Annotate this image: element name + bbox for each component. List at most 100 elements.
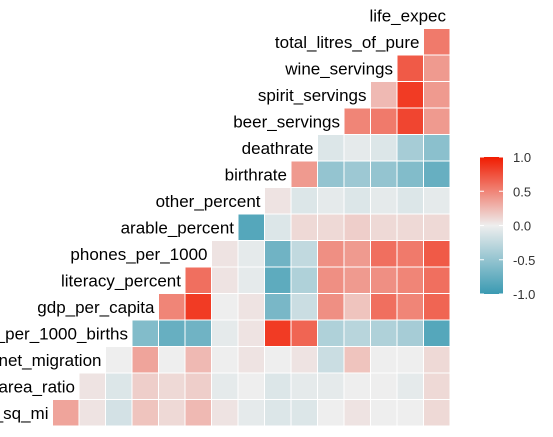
heatmap-cell-net_migration-infant_mortality_per_1000_births [105,346,133,374]
variable-label-other_percent: other_percent [156,192,261,211]
heatmap-cell-other_percent-beer_servings [317,187,345,215]
heatmap-cell-coastline_coast_area_ratio-net_migration [78,372,106,400]
heatmap-cell-phones_per_1000-life_expectancy [423,240,451,268]
variable-label-life_expectancy: life_expec [369,6,446,25]
heatmap-cell-net_migration-gdp_per_capita [131,346,159,374]
legend-tick-label: -0.5 [513,253,535,268]
heatmap-cell-pop_density_per_sq_mi-spirit_servings [343,399,371,427]
variable-label-birthrate: birthrate [225,165,287,184]
color-legend: 1.0 0.5 0.0 -0.5 -1.0 [480,150,535,302]
heatmap-cell-coastline_coast_area_ratio-other_percent [237,372,265,400]
heatmap-cell-beer_servings-life_expectancy [423,107,451,135]
heatmap-cell-arable_percent-total_litres_of_pure_alcohol [396,213,424,241]
heatmap-cell-pop_density_per_sq_mi-deathrate [290,399,318,427]
heatmap-cell-literacy_percent-total_litres_of_pure_alcohol [396,266,424,294]
legend-tick-label: 0.5 [513,184,531,199]
heatmap-cell-pop_density_per_sq_mi-phones_per_1000 [184,399,212,427]
heatmap-cell-other_percent-spirit_servings [343,187,371,215]
heatmap-cell-spirit_servings-total_litres_of_pure_alcohol [396,81,424,109]
heatmap-cell-coastline_coast_area_ratio-life_expectancy [423,372,451,400]
variable-label-net_migration: net_migration [0,351,102,370]
heatmap-cell-coastline_coast_area_ratio-phones_per_1000 [184,372,212,400]
heatmap-cell-infant_mortality_per_1000_births-phones_per_1000 [184,319,212,347]
heatmap-cell-pop_density_per_sq_mi-beer_servings [317,399,345,427]
heatmap-cell-net_migration-other_percent [237,346,265,374]
variable-label-wine_servings: wine_servings [284,59,393,78]
heatmap-cell-deathrate-wine_servings [370,134,398,162]
heatmap-cell-birthrate-total_litres_of_pure_alcohol [396,160,424,188]
legend-ticks: 1.0 0.5 0.0 -0.5 -1.0 [480,150,535,302]
heatmap-cell-beer_servings-spirit_servings [343,107,371,135]
heatmap-cell-coastline_coast_area_ratio-infant_mortality_per_1000_births [105,372,133,400]
heatmap-cell-gdp_per_capita-arable_percent [211,293,239,321]
heatmap-cell-deathrate-spirit_servings [343,134,371,162]
heatmap-cell-spirit_servings-wine_servings [370,81,398,109]
heatmap-cell-infant_mortality_per_1000_births-total_litres_of_pure_alcohol [396,319,424,347]
heatmap-cell-literacy_percent-beer_servings [317,266,345,294]
heatmap-cell-net_migration-birthrate [264,346,292,374]
heatmap-cell-arable_percent-birthrate [264,213,292,241]
heatmap-cell-coastline_coast_area_ratio-beer_servings [317,372,345,400]
legend-tick-label: 0.0 [513,219,531,234]
heatmap-cell-pop_density_per_sq_mi-arable_percent [211,399,239,427]
heatmap-cell-birthrate-life_expectancy [423,160,451,188]
heatmap-cell-gdp_per_capita-other_percent [237,293,265,321]
heatmap-cell-gdp_per_capita-literacy_percent [158,293,186,321]
heatmap-cell-phones_per_1000-other_percent [237,240,265,268]
heatmap-cell-literacy_percent-arable_percent [211,266,239,294]
heatmap-cell-pop_density_per_sq_mi-total_litres_of_pure_alcohol [396,399,424,427]
heatmap-cell-spirit_servings-life_expectancy [423,81,451,109]
heatmap-cell-gdp_per_capita-deathrate [290,293,318,321]
variable-label-deathrate: deathrate [242,139,314,158]
heatmap-cell-pop_density_per_sq_mi-infant_mortality_per_1000_births [105,399,133,427]
heatmap-cell-infant_mortality_per_1000_births-deathrate [290,319,318,347]
heatmap-cell-gdp_per_capita-wine_servings [370,293,398,321]
heatmap-cell-infant_mortality_per_1000_births-birthrate [264,319,292,347]
variable-label-beer_servings: beer_servings [233,112,340,131]
heatmap-cell-literacy_percent-other_percent [237,266,265,294]
heatmap-cell-deathrate-life_expectancy [423,134,451,162]
heatmap-cell-phones_per_1000-total_litres_of_pure_alcohol [396,240,424,268]
heatmap-cell-phones_per_1000-arable_percent [211,240,239,268]
heatmap-cell-gdp_per_capita-beer_servings [317,293,345,321]
heatmap-cell-gdp_per_capita-total_litres_of_pure_alcohol [396,293,424,321]
variable-label-infant_mortality_per_1000_births: it_mortality_per_1000_births [0,324,128,343]
variable-label-gdp_per_capita: gdp_per_capita [37,298,155,317]
variable-label-total_litres_of_pure_alcohol: total_litres_of_pure [275,33,420,52]
heatmap-cell-literacy_percent-birthrate [264,266,292,294]
heatmap-cell-infant_mortality_per_1000_births-gdp_per_capita [131,319,159,347]
heatmap-cell-gdp_per_capita-life_expectancy [423,293,451,321]
heatmap-cell-coastline_coast_area_ratio-total_litres_of_pure_alcohol [396,372,424,400]
heatmap-cell-gdp_per_capita-birthrate [264,293,292,321]
heatmap-cell-phones_per_1000-birthrate [264,240,292,268]
heatmap-cell-infant_mortality_per_1000_births-spirit_servings [343,319,371,347]
heatmap-cell-other_percent-life_expectancy [423,187,451,215]
heatmap-cell-literacy_percent-life_expectancy [423,266,451,294]
heatmap-cell-pop_density_per_sq_mi-literacy_percent [158,399,186,427]
heatmap-cell-other_percent-birthrate [264,187,292,215]
heatmap-cell-coastline_coast_area_ratio-birthrate [264,372,292,400]
heatmap-cell-pop_density_per_sq_mi-coastline_coast_area_ratio [52,399,80,427]
legend-tick-label: -1.0 [513,287,535,302]
heatmap-cells [52,28,451,427]
variable-labels: ity_per_sq_mi e_coast_area_ratio net_migra… [0,6,446,422]
variable-label-literacy_percent: literacy_percent [61,271,181,290]
heatmap-cell-birthrate-wine_servings [370,160,398,188]
heatmap-cell-arable_percent-other_percent [237,213,265,241]
heatmap-cell-pop_density_per_sq_mi-gdp_per_capita [131,399,159,427]
heatmap-cell-arable_percent-wine_servings [370,213,398,241]
heatmap-cell-net_migration-phones_per_1000 [184,346,212,374]
heatmap-cell-birthrate-deathrate [290,160,318,188]
variable-label-arable_percent: arable_percent [121,218,235,237]
heatmap-cell-pop_density_per_sq_mi-wine_servings [370,399,398,427]
heatmap-cell-infant_mortality_per_1000_births-life_expectancy [423,319,451,347]
heatmap-cell-pop_density_per_sq_mi-life_expectancy [423,399,451,427]
heatmap-cell-phones_per_1000-wine_servings [370,240,398,268]
heatmap-cell-net_migration-beer_servings [317,346,345,374]
heatmap-cell-net_migration-life_expectancy [423,346,451,374]
heatmap-cell-arable_percent-life_expectancy [423,213,451,241]
heatmap-cell-beer_servings-wine_servings [370,107,398,135]
heatmap-cell-gdp_per_capita-spirit_servings [343,293,371,321]
heatmap-cell-birthrate-beer_servings [317,160,345,188]
heatmap-cell-pop_density_per_sq_mi-other_percent [237,399,265,427]
